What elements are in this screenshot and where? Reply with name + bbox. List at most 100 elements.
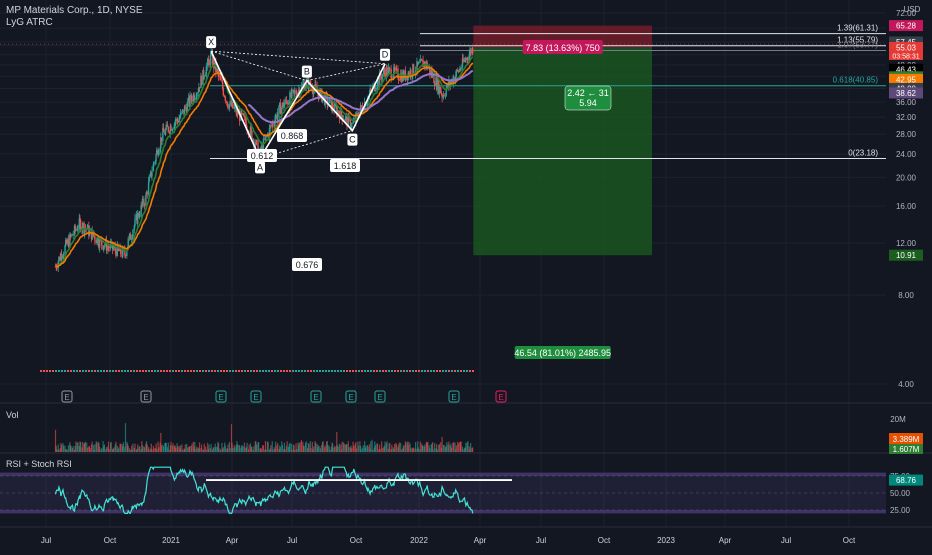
candle-body [376, 87, 378, 90]
volume-bar [234, 447, 236, 452]
volume-bar [450, 443, 452, 452]
time-axis-tick-9: Oct [598, 536, 611, 545]
candle-body [419, 59, 422, 63]
signal-tick [217, 370, 219, 372]
volume-bar [129, 449, 131, 452]
volume-bar [189, 446, 191, 452]
volume-bar [400, 449, 402, 452]
volume-bar [402, 445, 404, 452]
volume-bar [251, 446, 253, 452]
volume-bar [355, 448, 358, 452]
candle-body [156, 149, 158, 155]
candle-body [236, 109, 239, 115]
volume-bar [184, 444, 186, 452]
candle-body [84, 228, 86, 234]
volume-bar [117, 449, 119, 452]
volume-bar [296, 449, 298, 452]
volume-bar [203, 443, 205, 452]
pattern-ratio-label-3: 0.676 [296, 260, 319, 270]
time-axis-tick-10: 2023 [657, 536, 675, 545]
volume-bar [154, 448, 156, 452]
volume-bar [61, 444, 63, 452]
symbol-title[interactable]: MP Materials Corp., 1D, NYSE [6, 5, 143, 16]
volume-bar [88, 446, 90, 452]
volume-bar [255, 441, 257, 452]
candle-body [67, 239, 70, 247]
signal-tick [70, 370, 72, 372]
volume-bar [329, 449, 331, 452]
volume-bar [338, 443, 341, 452]
signal-tick [103, 370, 105, 372]
volume-bar [207, 442, 209, 452]
candle-body [326, 95, 328, 105]
volume-bar [285, 446, 288, 452]
candle-body [184, 106, 186, 108]
candle-body [77, 228, 79, 231]
volume-bar [281, 441, 283, 452]
volume-bar [434, 443, 436, 452]
volume-bar [107, 446, 109, 452]
volume-bar [160, 445, 163, 452]
candle-body [124, 249, 126, 255]
volume-bar [56, 449, 58, 452]
volume-bar [97, 441, 99, 452]
candle-body [164, 129, 167, 135]
signal-tick [196, 370, 198, 372]
volume-bar [303, 446, 305, 452]
candle-body [97, 237, 100, 246]
candle-body [98, 239, 101, 248]
price-axis-unit: USD [904, 5, 921, 14]
signal-tick [214, 370, 216, 372]
candle-body [465, 57, 467, 61]
volume-bar [145, 443, 147, 452]
volume-bar [414, 448, 416, 452]
volume-bar [468, 446, 470, 452]
volume-bar [186, 447, 188, 452]
candle-body [281, 107, 283, 115]
signal-tick [361, 370, 363, 372]
volume-bar [245, 447, 247, 452]
rsi-pane-label[interactable]: RSI + Stoch RSI [6, 459, 72, 469]
candle-body [200, 76, 203, 85]
volume-bar [262, 445, 265, 452]
indicator-label[interactable]: LyG ATRC [6, 17, 53, 28]
volume-bar [77, 442, 79, 452]
volume-bar [300, 440, 303, 452]
volume-bar [359, 445, 362, 452]
signal-tick [385, 370, 387, 372]
pattern-ratio-label-1: 0.612 [251, 151, 274, 161]
volume-pane-label[interactable]: Vol [6, 410, 19, 420]
volume-bar [241, 445, 243, 452]
price-badge-box-3 [889, 63, 923, 75]
volume-bar [252, 449, 254, 452]
volume-bar [430, 444, 432, 452]
signal-tick [358, 370, 360, 372]
volume-bar [357, 441, 359, 452]
candle-body [186, 102, 189, 113]
volume-bar [245, 446, 248, 452]
earnings-marker-box-4 [310, 390, 322, 403]
signal-tick [247, 370, 249, 372]
signal-tick [280, 370, 282, 372]
volume-bar [99, 446, 101, 452]
candle-body [438, 86, 441, 94]
signal-tick [256, 370, 258, 372]
volume-bar [200, 448, 202, 452]
volume-bar [139, 446, 141, 452]
volume-bar [455, 449, 457, 452]
volume-bar [417, 447, 419, 452]
volume-bar [181, 444, 183, 452]
volume-bar [470, 442, 472, 452]
volume-bar [211, 449, 214, 452]
volume-bar [371, 439, 373, 452]
candle-body [65, 240, 68, 244]
volume-bar [315, 442, 317, 452]
candle-body [378, 72, 381, 85]
candle-body [179, 117, 181, 119]
candle-body [170, 126, 172, 131]
candle-body [365, 103, 367, 107]
signal-tick [67, 370, 69, 372]
volume-bar [62, 443, 64, 452]
